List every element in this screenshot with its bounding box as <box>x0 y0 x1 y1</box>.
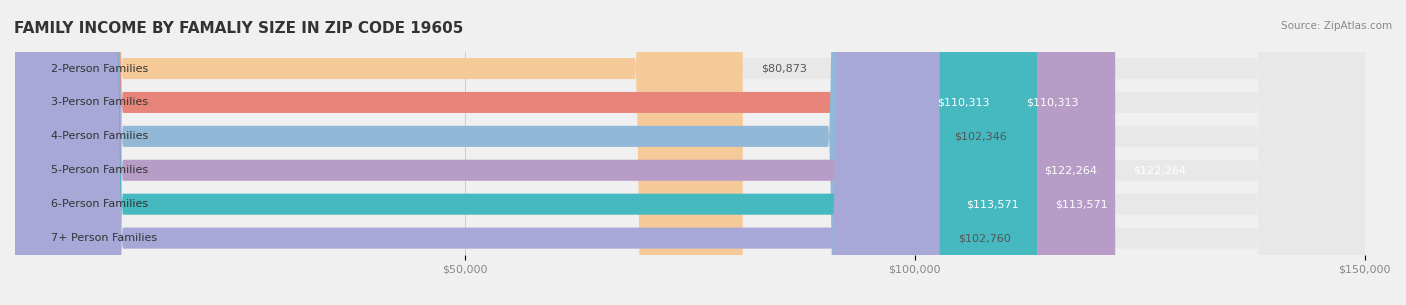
FancyBboxPatch shape <box>15 0 1008 305</box>
Text: 4-Person Families: 4-Person Families <box>51 131 148 141</box>
FancyBboxPatch shape <box>15 0 936 305</box>
Text: $122,264: $122,264 <box>1045 165 1097 175</box>
FancyBboxPatch shape <box>15 0 1365 305</box>
FancyBboxPatch shape <box>15 0 1365 305</box>
FancyBboxPatch shape <box>15 0 1115 305</box>
Text: $102,760: $102,760 <box>957 233 1011 243</box>
Text: 3-Person Families: 3-Person Families <box>51 98 148 107</box>
FancyBboxPatch shape <box>15 0 1365 305</box>
Text: FAMILY INCOME BY FAMALIY SIZE IN ZIP CODE 19605: FAMILY INCOME BY FAMALIY SIZE IN ZIP COD… <box>14 21 464 36</box>
Text: 7+ Person Families: 7+ Person Families <box>51 233 157 243</box>
FancyBboxPatch shape <box>15 0 1365 305</box>
Text: $80,873: $80,873 <box>761 63 807 74</box>
FancyBboxPatch shape <box>15 0 1038 305</box>
Text: $113,571: $113,571 <box>966 199 1019 209</box>
Text: $110,313: $110,313 <box>1025 98 1078 107</box>
Text: $113,571: $113,571 <box>1054 199 1108 209</box>
FancyBboxPatch shape <box>15 0 1365 305</box>
Text: 2-Person Families: 2-Person Families <box>51 63 148 74</box>
Text: Source: ZipAtlas.com: Source: ZipAtlas.com <box>1281 21 1392 31</box>
Text: $122,264: $122,264 <box>1133 165 1187 175</box>
FancyBboxPatch shape <box>15 0 1365 305</box>
FancyBboxPatch shape <box>15 0 742 305</box>
Text: $110,313: $110,313 <box>938 98 990 107</box>
FancyBboxPatch shape <box>15 0 939 305</box>
Text: 5-Person Families: 5-Person Families <box>51 165 148 175</box>
Text: 6-Person Families: 6-Person Families <box>51 199 148 209</box>
Text: $102,346: $102,346 <box>953 131 1007 141</box>
